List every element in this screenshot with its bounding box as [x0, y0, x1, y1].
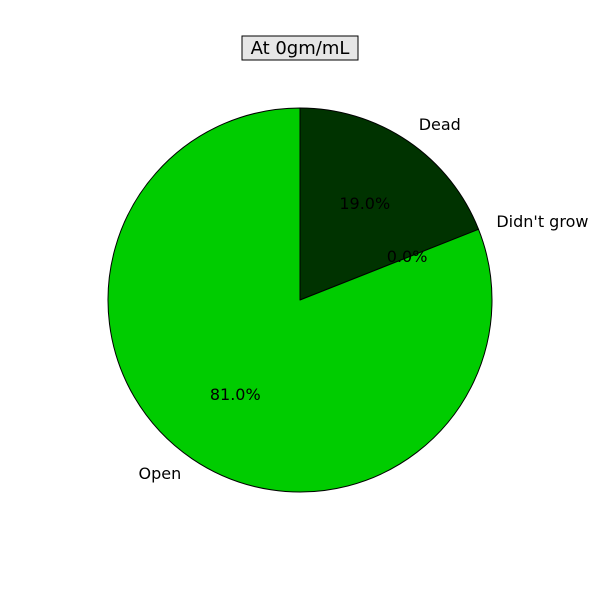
chart-title-box	[241, 35, 359, 61]
slice-pct-didn-t-grow: 0.0%	[387, 247, 428, 266]
chart-title-group: At 0gm/mL	[241, 35, 359, 61]
pie-slice-open	[107, 107, 493, 493]
pie-slices	[107, 107, 493, 493]
chart-title: At 0gm/mL	[251, 38, 350, 59]
slice-label-didn-t-grow: Didn't grow	[496, 212, 588, 231]
pie-slice-dead	[299, 107, 480, 301]
slice-pct-dead: 19.0%	[339, 194, 390, 213]
slice-pct-open: 81.0%	[210, 385, 261, 404]
slice-label-dead: Dead	[419, 115, 461, 134]
pie-labels: Dead 19.0% Didn't grow 0.0% Open 81.0%	[139, 115, 589, 483]
slice-label-open: Open	[139, 464, 182, 483]
